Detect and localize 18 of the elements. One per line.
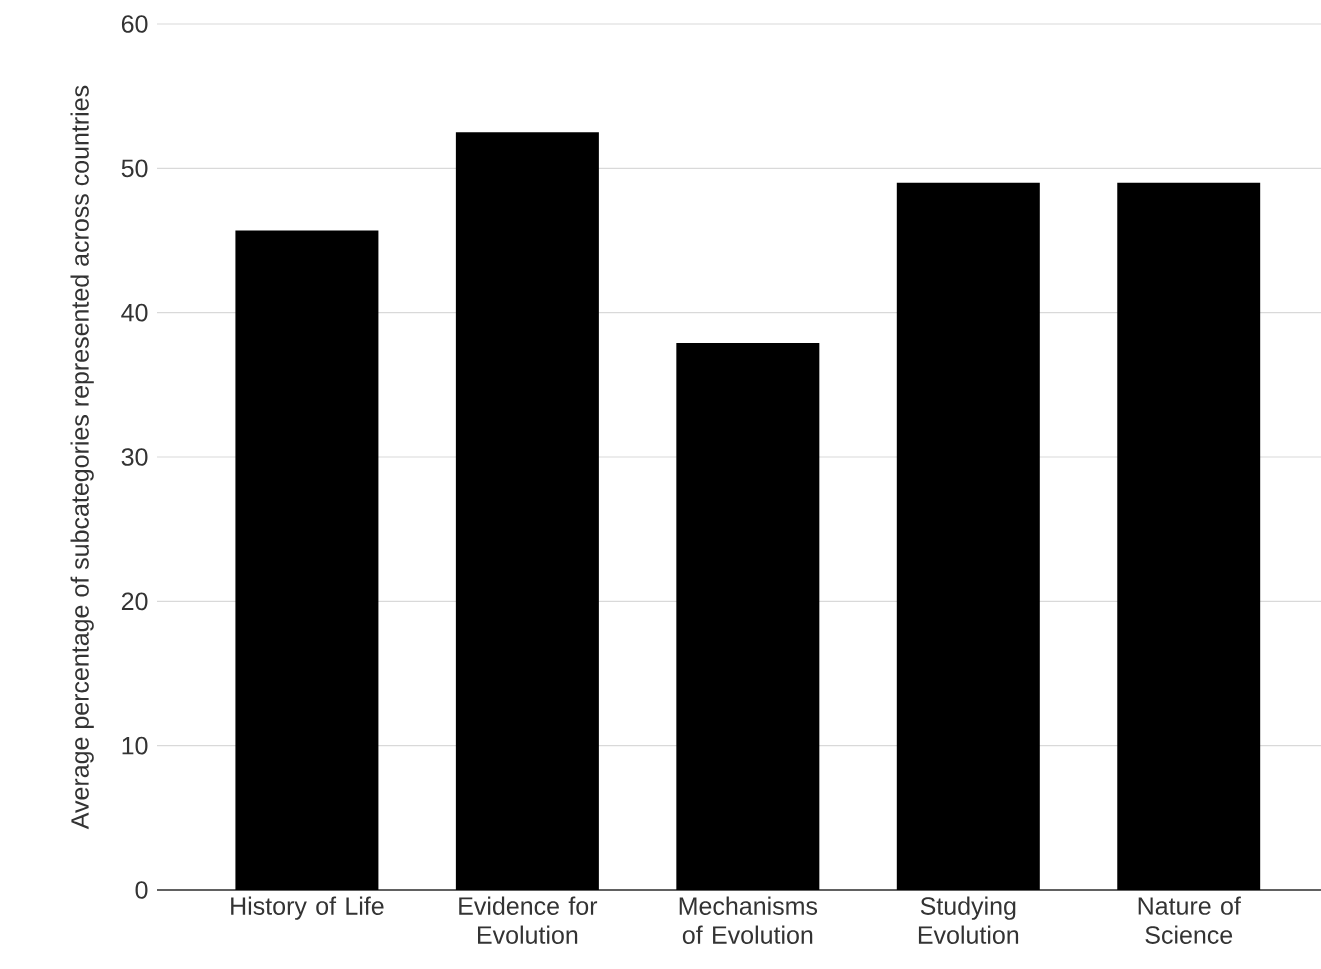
bar [1117,182,1261,890]
y-tick-label: 60 [121,15,148,33]
x-tick-label: History of Life [231,896,384,920]
x-tick-label: Nature of Science [1138,896,1241,944]
x-tick-label: Studying Evolution [918,896,1019,944]
y-tick-label: 40 [121,303,148,322]
bar [676,342,820,890]
x-tick-label: Mechanisms of Evolution [679,896,818,944]
y-axis-title: Average percentage of subcategories represented across countries [70,85,94,830]
y-tick-label: 30 [121,448,148,466]
bar [896,182,1040,890]
y-tick-label: 0 [135,881,148,899]
bar [235,230,379,890]
y-tick-label: 10 [122,736,148,755]
bar [455,132,599,890]
y-tick-label: 50 [121,159,148,178]
y-tick-label: 20 [121,592,148,611]
x-tick-label: Evidence for Evolution [459,896,598,944]
